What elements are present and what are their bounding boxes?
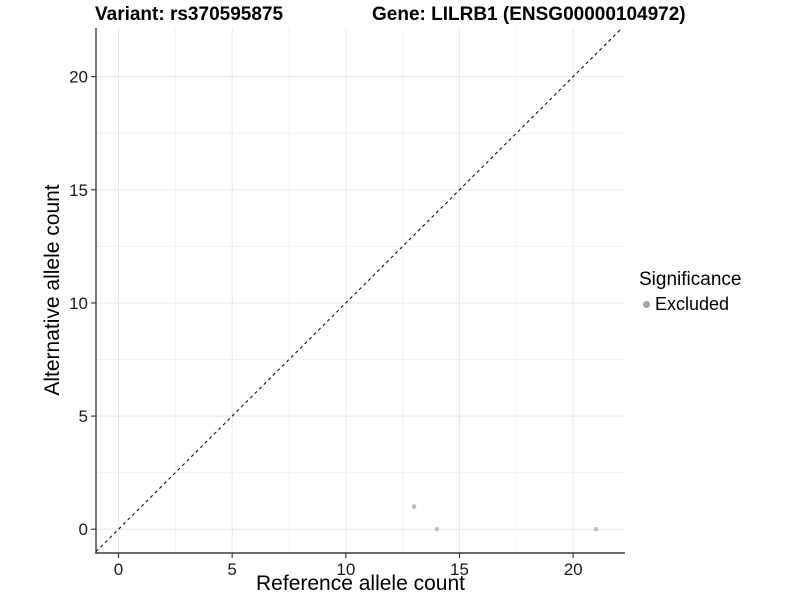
identity-dashed-line — [95, 27, 623, 553]
svg-text:10: 10 — [69, 294, 88, 313]
axis-tick-labels: 0 5 10 15 20 0 5 10 15 20 — [69, 68, 583, 579]
gridlines-minor — [96, 28, 625, 553]
legend: Significance Excluded — [639, 269, 741, 315]
plot-title-gene: Gene: LILRB1 (ENSG00000104972) — [372, 4, 686, 25]
svg-text:5: 5 — [227, 560, 236, 579]
svg-text:20: 20 — [69, 68, 88, 87]
gridlines-major — [96, 28, 625, 553]
legend-item-excluded: Excluded — [639, 294, 741, 315]
svg-text:15: 15 — [69, 181, 88, 200]
axis-ticks — [91, 76, 574, 558]
x-axis-title: Reference allele count — [256, 572, 465, 595]
svg-text:0: 0 — [114, 560, 123, 579]
svg-text:5: 5 — [79, 407, 88, 426]
legend-point-icon — [643, 301, 650, 308]
svg-text:0: 0 — [79, 520, 88, 539]
svg-text:15: 15 — [450, 560, 469, 579]
plot-title-variant: Variant: rs370595875 — [95, 4, 284, 25]
svg-text:10: 10 — [336, 560, 355, 579]
axis-lines — [95, 28, 625, 554]
svg-text:20: 20 — [564, 560, 583, 579]
y-axis-title: Alternative allele count — [41, 184, 64, 396]
scatter-points — [411, 504, 599, 532]
legend-item-label: Excluded — [655, 294, 730, 314]
legend-title: Significance — [639, 269, 742, 290]
